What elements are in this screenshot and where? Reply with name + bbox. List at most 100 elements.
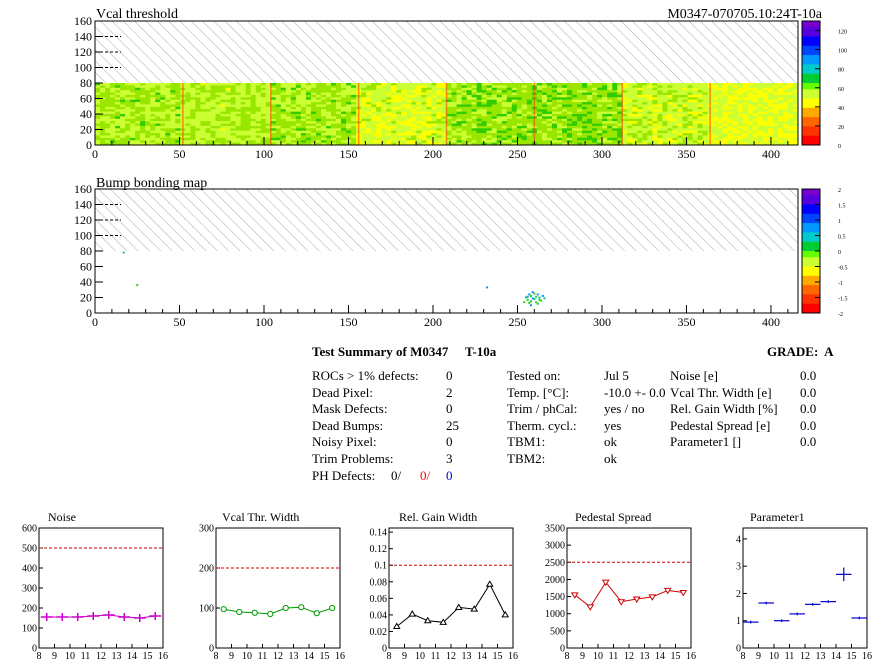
plot-1-ytick-label-0: 0 [209,644,214,655]
vcal-map-ytick-label-5: 100 [74,61,92,75]
bump-map-defect-9 [533,298,536,301]
bump-colorbar-band-16 [802,238,820,243]
vcal-map-xtick-label-8: 400 [762,147,780,161]
summary-right-label-3: Pedestal Spread [e] [670,417,771,433]
bump-map-xtick-label-0: 0 [92,315,98,329]
bump-map-hatched-area [95,189,798,251]
plot-4-xtick-label-7: 15 [847,651,857,662]
vcal-map-xtick-label-2: 100 [255,147,273,161]
plot-0-xtick-label-6: 14 [127,651,137,662]
vcal-colorbar-band-2 [802,27,820,31]
vcal-colorbar-band-29 [802,110,820,115]
plot-1-xtick-label-1: 9 [229,651,234,662]
plot-1-frame [215,527,341,649]
summary-left-label-5: Trim Problems: [312,450,394,466]
plot-0-point-1 [56,613,69,621]
vcal-colorbar-band-6 [802,39,820,44]
plot-4-point-0 [743,620,759,624]
plot-4-xtick-label-5: 13 [816,651,826,662]
summary-left-value-4: 0 [446,434,453,449]
plot-3-xtick-label-0: 8 [565,651,570,662]
plot-4-ytick-label-1: 1 [736,616,741,627]
plot-4-xtick-label-8: 16 [862,651,872,662]
ph-defects-row: PH Defects: [312,468,375,485]
vcal-colorbar-tick-label-0: 0 [838,144,841,150]
plot-3-ytick-label-7: 3500 [545,524,565,535]
bump-colorbar-band-2 [802,195,820,199]
bump-map-defect-13 [540,299,543,302]
vcal-colorbar-band-9 [802,48,820,53]
bump-colorbar-tick-label-2: 1 [838,219,841,225]
summary-left-label-2: Mask Defects: [312,401,388,416]
vcal-colorbar-band-30 [802,114,820,118]
plot-0-ytick-label-2: 200 [22,604,37,615]
plot-2-point-6 [485,580,494,587]
summary-middle-label-5: TBM2: [507,450,546,466]
bump-map-defect-11 [536,293,539,296]
plot-1-ytick-label-2: 200 [199,564,214,575]
vcal-threshold-title: Vcal threshold [96,7,178,22]
plot-0: Noise 0 100 200 300 400 500 600 8 9 10 11 12 13 14 15 16 [22,510,168,662]
bump-colorbar-band-7 [802,210,820,215]
ph-defects-label: PH Defects: [312,468,376,483]
plot-1-point-4 [282,604,289,612]
vcal-colorbar-band-3 [802,30,820,34]
vcal-colorbar-band-13 [802,61,820,65]
plot-1-ytick-label-1: 100 [199,604,214,615]
vcal-colorbar-tick-label-1: 20 [838,125,844,131]
summary-middle-value-3: yes [604,417,622,433]
vcal-colorbar-band-14 [802,64,820,68]
vcal-map-xtick-label-6: 300 [593,147,611,161]
plot-0-ytick-label-3: 300 [22,584,37,595]
plot-4-frame [742,527,868,649]
plot-4-point-5 [820,600,836,603]
plot-0-xtick-label-0: 8 [37,651,42,662]
plot-0-ytick-label-5: 500 [22,544,37,555]
plot-2-ytick-label-0: 0 [382,644,387,655]
plot-4-ytick-label-4: 4 [736,534,741,545]
bump-colorbar-band-37 [802,303,820,308]
plot-2-xtick-label-4: 12 [446,651,456,662]
vcal-colorbar-tick-label-3: 60 [838,87,844,93]
vcal-colorbar-band-8 [802,45,820,50]
bump-map-xtick-label-6: 300 [593,315,611,329]
vcal-colorbar-band-7 [802,42,820,47]
summary-middle-value-0: Jul 5 [604,368,629,383]
summary-left-label-4: Noisy Pixel: [312,434,377,449]
bump-map-ytick-label-3: 60 [80,260,92,274]
vcal-colorbar-band-21 [802,86,820,90]
bump-colorbar-band-39 [802,309,820,314]
plot-1: Vcal Thr. Width 0 100 200 300 8 9 10 11 12 13 14 15 1… [199,510,345,662]
plot-4-ytick-label-3: 3 [736,562,741,573]
vcal-colorbar-band-31 [802,117,820,121]
vcal-map-xtick-label-1: 50 [173,147,185,161]
bump-colorbar-band-31 [802,285,820,289]
summary-right-value-1: 0.0 [800,384,817,400]
bump-map-defect-1 [136,284,139,287]
bump-colorbar-band-9 [802,216,820,221]
plot-4-xtick-label-4: 12 [800,651,810,662]
plot-3-point-1 [586,604,595,611]
plot-2-xtick-label-8: 16 [508,651,518,662]
bump-colorbar-band-38 [802,306,820,311]
bump-colorbar-band-33 [802,291,820,295]
plot-2-xtick-label-0: 8 [387,651,392,662]
bump-map-defect-19 [533,292,536,295]
plot-2-xtick-label-3: 11 [431,651,441,662]
plot-2-point-3 [439,618,448,625]
vcal-colorbar-band-10 [802,52,820,56]
bump-map-xtick-label-1: 50 [173,315,185,329]
bump-colorbar-tick-label-7: -1.5 [838,297,848,303]
summary-left-value-5: 3 [446,450,453,466]
bump-colorbar-band-30 [802,282,820,286]
bump-map-defect-23 [529,304,532,307]
vcal-map-ytick-label-1: 20 [80,123,92,137]
vcal-colorbar-tick-label-6: 120 [838,30,847,36]
vcal-colorbar-tick-label-2: 40 [838,106,844,112]
plot-2-xtick-label-1: 9 [402,651,407,662]
plot-3-xtick-label-4: 12 [624,651,634,662]
plot-3-ytick-label-2: 1000 [545,609,565,620]
plot-3-ytick-label-5: 2500 [545,558,565,569]
